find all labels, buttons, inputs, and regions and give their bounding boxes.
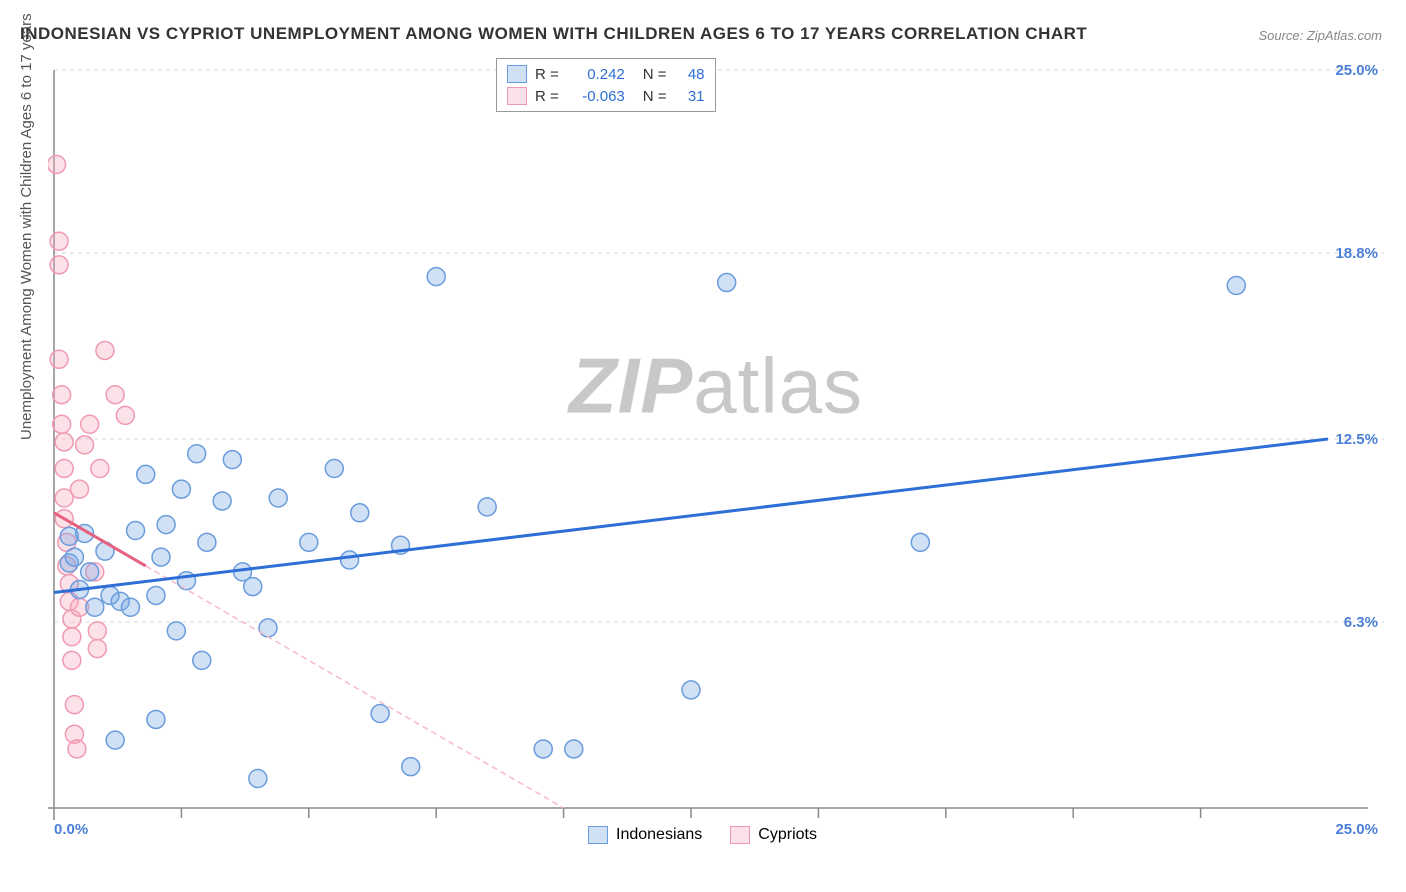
legend-item-indonesians: Indonesians xyxy=(588,826,702,844)
legend-label-indonesians: Indonesians xyxy=(616,826,702,844)
swatch-indonesians xyxy=(507,65,527,83)
r-label: R = xyxy=(535,66,559,83)
scatter-plot: 6.3% 12.5% 18.8% 25.0% 0.0% 25.0% xyxy=(48,58,1384,838)
chart-title: INDONESIAN VS CYPRIOT UNEMPLOYMENT AMONG… xyxy=(20,24,1087,44)
r-value-cypriots: -0.063 xyxy=(567,88,625,105)
svg-text:18.8%: 18.8% xyxy=(1335,245,1378,262)
watermark-zip: ZIP xyxy=(569,341,693,429)
watermark: ZIPatlas xyxy=(569,340,863,431)
n-label: N = xyxy=(643,88,667,105)
svg-text:0.0%: 0.0% xyxy=(54,821,88,838)
svg-text:25.0%: 25.0% xyxy=(1335,62,1378,79)
svg-text:25.0%: 25.0% xyxy=(1335,821,1378,838)
chart-source: Source: ZipAtlas.com xyxy=(1258,28,1382,43)
swatch-cypriots xyxy=(507,87,527,105)
legend-series: Indonesians Cypriots xyxy=(588,826,817,844)
svg-text:12.5%: 12.5% xyxy=(1335,431,1378,448)
watermark-atlas: atlas xyxy=(693,341,863,429)
n-value-cypriots: 31 xyxy=(675,88,705,105)
r-label: R = xyxy=(535,88,559,105)
legend-item-cypriots: Cypriots xyxy=(730,826,817,844)
legend-stats-row-indonesians: R = 0.242 N = 48 xyxy=(507,63,705,85)
n-label: N = xyxy=(643,66,667,83)
svg-text:6.3%: 6.3% xyxy=(1344,614,1378,631)
legend-stats: R = 0.242 N = 48 R = -0.063 N = 31 xyxy=(496,58,716,112)
y-axis-label: Unemployment Among Women with Children A… xyxy=(18,13,35,440)
legend-label-cypriots: Cypriots xyxy=(758,826,817,844)
legend-stats-row-cypriots: R = -0.063 N = 31 xyxy=(507,85,705,107)
chart-area: 6.3% 12.5% 18.8% 25.0% 0.0% 25.0% ZIPatlas R … xyxy=(48,58,1384,838)
n-value-indonesians: 48 xyxy=(675,66,705,83)
r-value-indonesians: 0.242 xyxy=(567,66,625,83)
swatch-indonesians xyxy=(588,826,608,844)
swatch-cypriots xyxy=(730,826,750,844)
